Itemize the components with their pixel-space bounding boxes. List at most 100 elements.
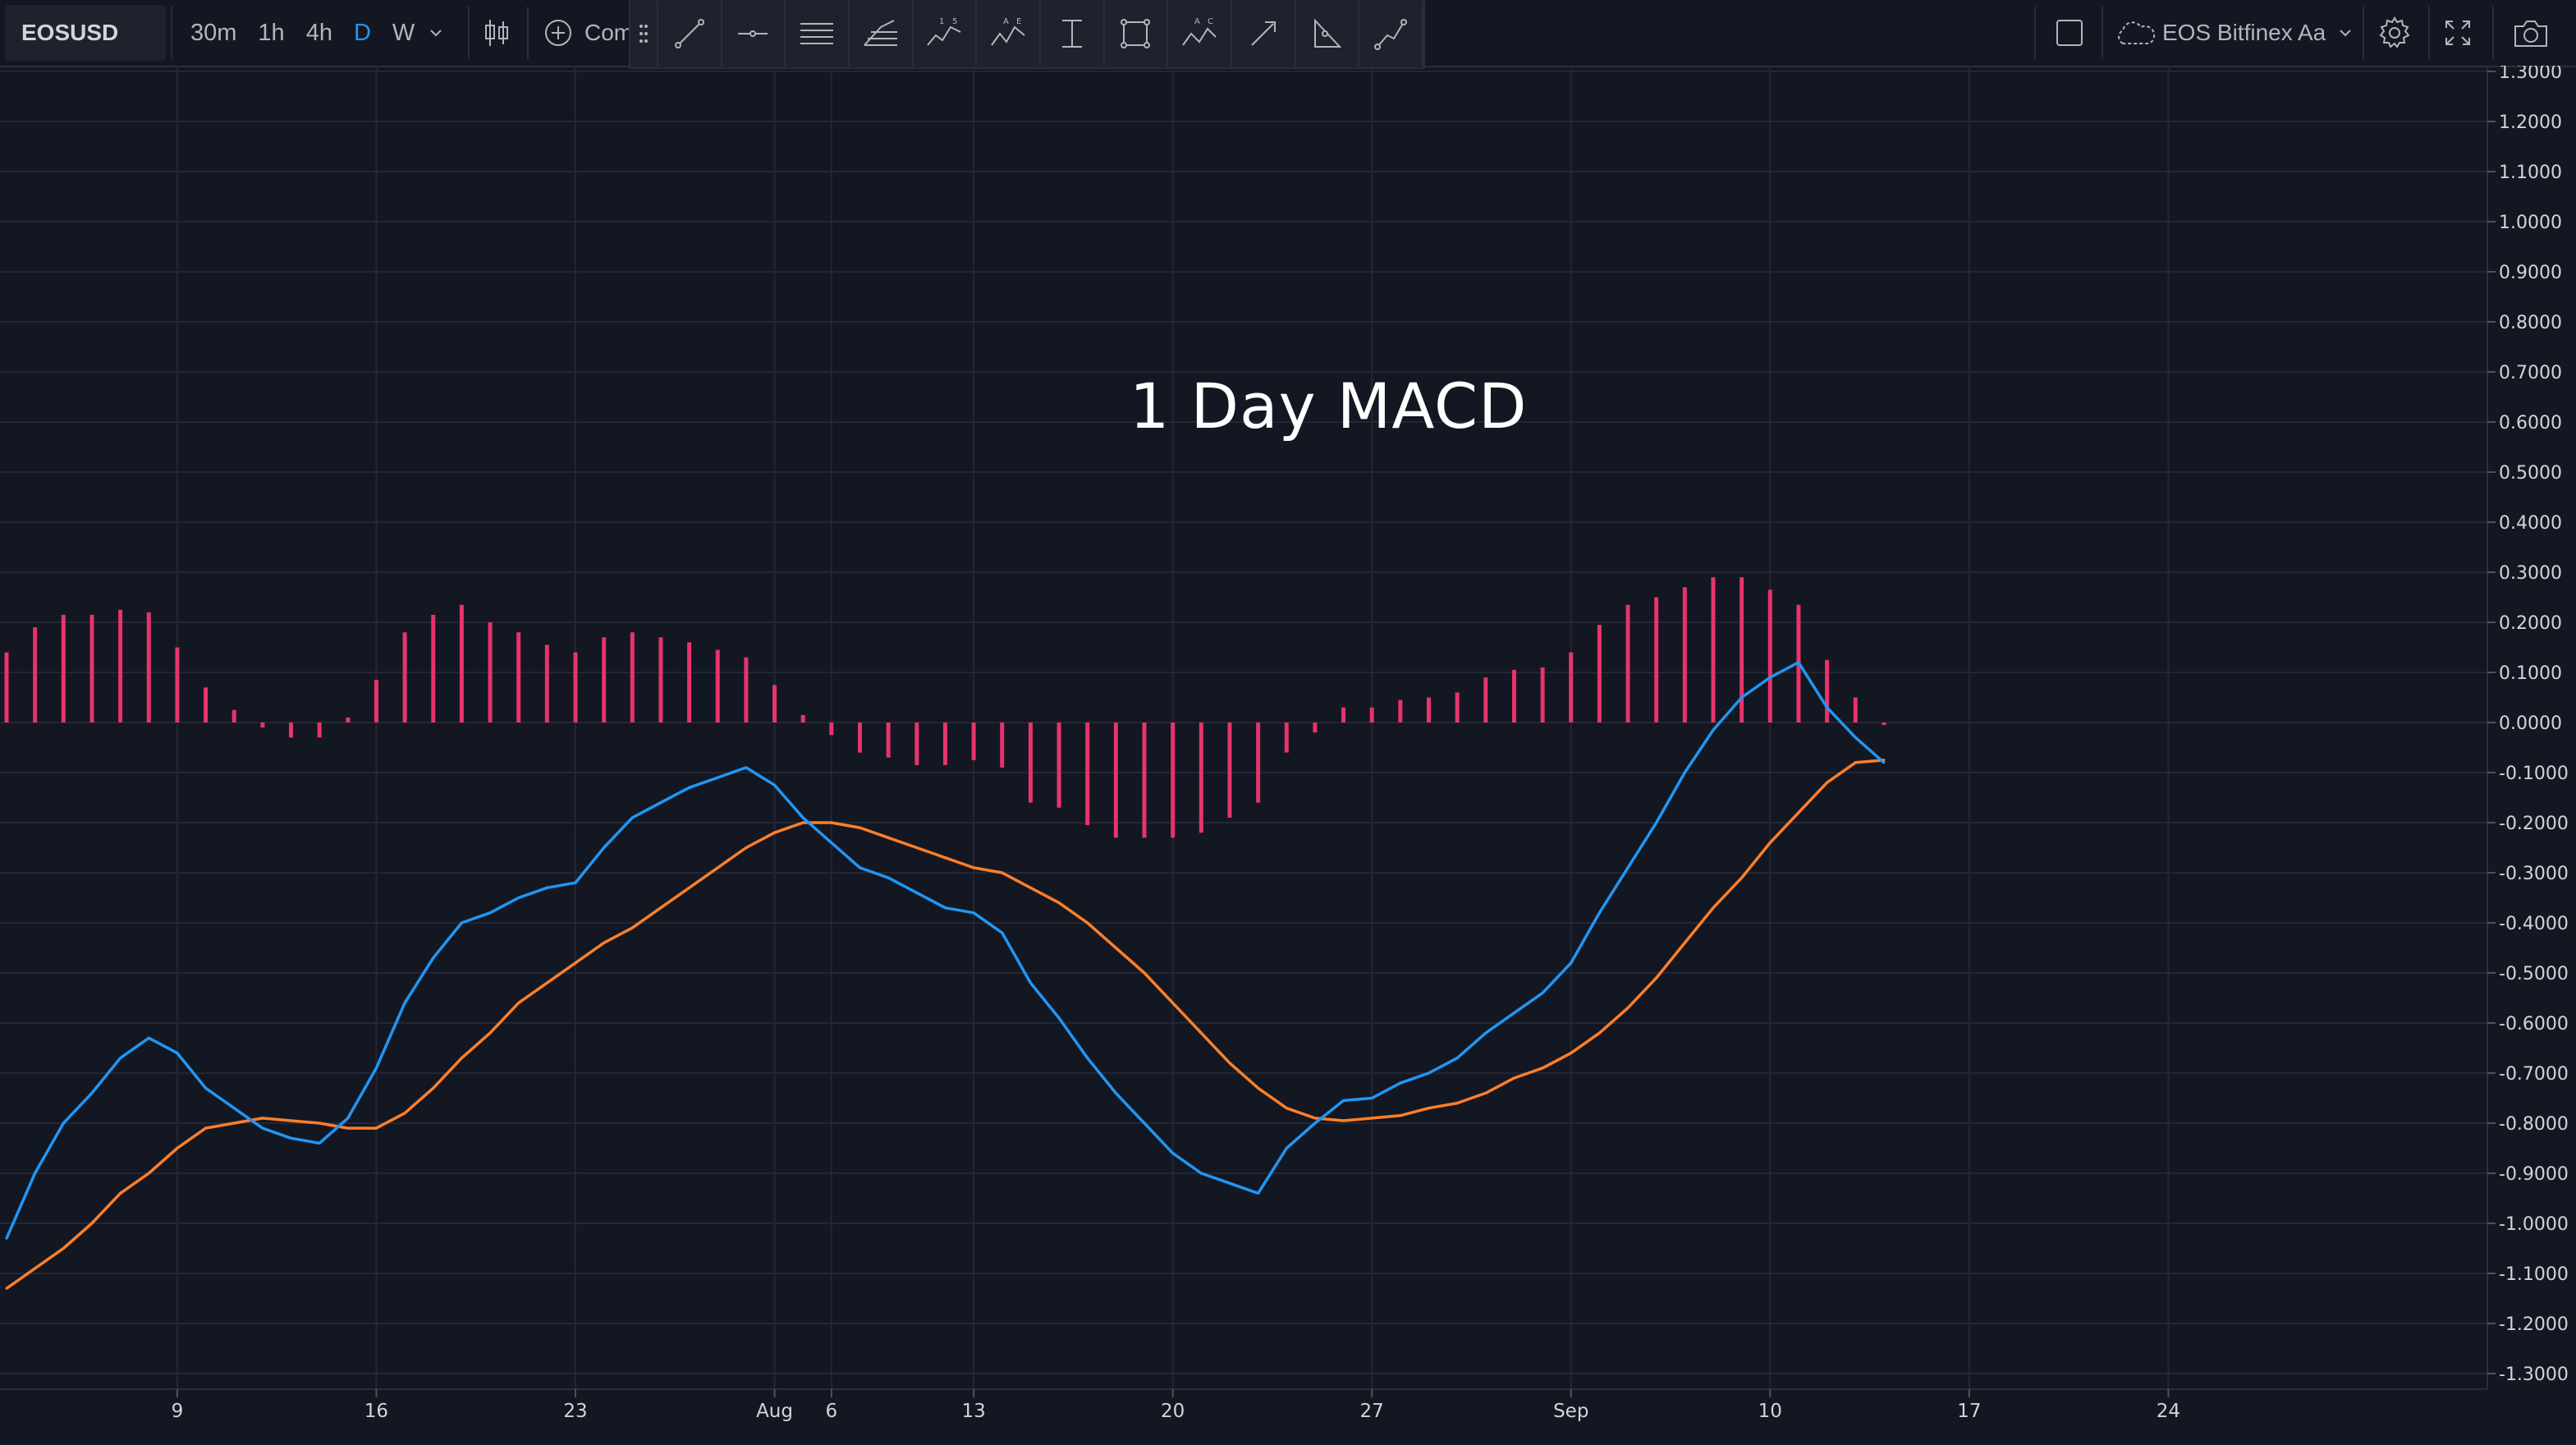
toolbar-divider: [2428, 7, 2430, 59]
histogram-bar: [658, 637, 663, 722]
macd-point: [659, 801, 662, 805]
signal-point: [460, 1057, 463, 1060]
signal-point: [1655, 976, 1658, 979]
vertical-range-icon[interactable]: [1041, 1, 1105, 67]
x-tick-label: 16: [364, 1401, 388, 1422]
signal-point: [1484, 1091, 1487, 1094]
macd-point: [1712, 728, 1715, 732]
parallel-lines-icon[interactable]: [786, 1, 850, 67]
histogram-bar: [204, 687, 209, 722]
macd-point: [545, 886, 548, 889]
macd-point: [1597, 911, 1601, 915]
y-tick-label: 0.3000: [2499, 563, 2562, 584]
macd-histogram: [4, 577, 1886, 838]
histogram-bar: [1882, 722, 1886, 726]
histogram-bar: [346, 717, 351, 722]
y-tick-label: 0.5000: [2499, 463, 2562, 484]
chevron-down-icon[interactable]: [2337, 27, 2354, 39]
macd-point: [603, 846, 606, 849]
signal-point: [1057, 901, 1061, 905]
signal-point: [1541, 1067, 1544, 1070]
signal-point: [887, 836, 890, 839]
interval-w[interactable]: W: [392, 19, 415, 46]
macd-point: [972, 911, 975, 915]
horizontal-ray-icon[interactable]: [722, 1, 786, 67]
rectangle-icon[interactable]: [1105, 1, 1169, 67]
fullscreen-icon[interactable]: [2441, 0, 2474, 66]
square-icon[interactable]: [2054, 0, 2085, 66]
signal-point: [176, 1147, 179, 1149]
triangle-icon[interactable]: [1296, 1, 1360, 67]
signal-point: [1740, 876, 1744, 879]
drag-handle-icon[interactable]: [630, 1, 658, 67]
signal-point: [659, 906, 662, 910]
macd-point: [517, 897, 520, 899]
macd-point: [1683, 771, 1686, 774]
signal-point: [1313, 1117, 1317, 1120]
path-icon[interactable]: [1359, 1, 1423, 67]
svg-text:5: 5: [952, 17, 957, 26]
histogram-bar: [1341, 707, 1346, 722]
fib-retracement-icon[interactable]: [850, 1, 914, 67]
arrow-icon[interactable]: [1232, 1, 1296, 67]
data-source-selector[interactable]: EOS Bitfinex Aa: [2113, 0, 2354, 66]
time-axis[interactable]: 9 16 23 Aug 6 13 20 27 Sep 10 17 24: [172, 1389, 2180, 1422]
interval-d[interactable]: D: [353, 19, 371, 46]
histogram-bar: [1369, 707, 1374, 722]
histogram-bar: [1199, 722, 1203, 833]
macd-point: [943, 906, 947, 910]
signal-point: [603, 941, 606, 944]
x-tick-label: 23: [563, 1401, 587, 1422]
histogram-bar: [1654, 597, 1659, 722]
data-source-label: EOS Bitfinex Aa: [2162, 20, 2326, 45]
toolbar-divider: [2363, 7, 2364, 59]
macd-point: [1797, 661, 1800, 664]
signal-point: [232, 1122, 236, 1125]
y-tick-label: -0.1000: [2499, 764, 2569, 784]
macd-point: [318, 1141, 321, 1145]
macd-point: [830, 841, 833, 844]
histogram-bar: [630, 632, 635, 722]
gear-icon[interactable]: [2377, 0, 2412, 66]
interval-selector: 30m 1h 4h D W: [190, 0, 444, 66]
histogram-bar: [1057, 722, 1061, 808]
signal-point: [801, 821, 804, 824]
macd-point: [34, 1172, 37, 1175]
signal-point: [1228, 1062, 1231, 1065]
macd-point: [716, 776, 719, 779]
x-tick-label: 6: [826, 1401, 838, 1422]
compare-button[interactable]: Com: [543, 0, 633, 66]
symbol-search[interactable]: EOSUSD: [5, 5, 166, 61]
macd-point: [1228, 1181, 1231, 1185]
macd-point: [1029, 981, 1032, 984]
macd-point: [1086, 1057, 1089, 1060]
interval-1h[interactable]: 1h: [258, 19, 285, 46]
camera-icon[interactable]: [2512, 0, 2550, 66]
histogram-bar: [61, 614, 66, 722]
interval-30m[interactable]: 30m: [190, 19, 237, 46]
macd-point: [1171, 1152, 1175, 1155]
macd-point: [261, 1126, 264, 1130]
interval-4h[interactable]: 4h: [305, 19, 332, 46]
signal-point: [1826, 781, 1829, 784]
svg-text:A: A: [1003, 17, 1009, 26]
macd-chart[interactable]: 1.3000 1.2000 1.1000 1.0000 0.9000 0.8000 0.70…: [0, 66, 2576, 1445]
histogram-bar: [1825, 659, 1830, 722]
histogram-bar: [829, 722, 834, 736]
trend-line-icon[interactable]: [658, 1, 722, 67]
y-tick-label: 0.6000: [2499, 413, 2562, 434]
candlestick-icon[interactable]: [483, 0, 511, 66]
macd-point: [1257, 1191, 1260, 1195]
svg-text:E: E: [1016, 17, 1021, 26]
histogram-bar: [1313, 722, 1318, 733]
histogram-bar: [175, 647, 180, 722]
chevron-down-icon[interactable]: [428, 23, 444, 44]
macd-point: [1740, 696, 1744, 699]
signal-point: [1683, 941, 1686, 944]
price-axis[interactable]: 1.3000 1.2000 1.1000 1.0000 0.9000 0.8000 0.70…: [2487, 66, 2569, 1385]
histogram-bar: [914, 722, 919, 765]
signal-line: [5, 759, 1885, 1290]
